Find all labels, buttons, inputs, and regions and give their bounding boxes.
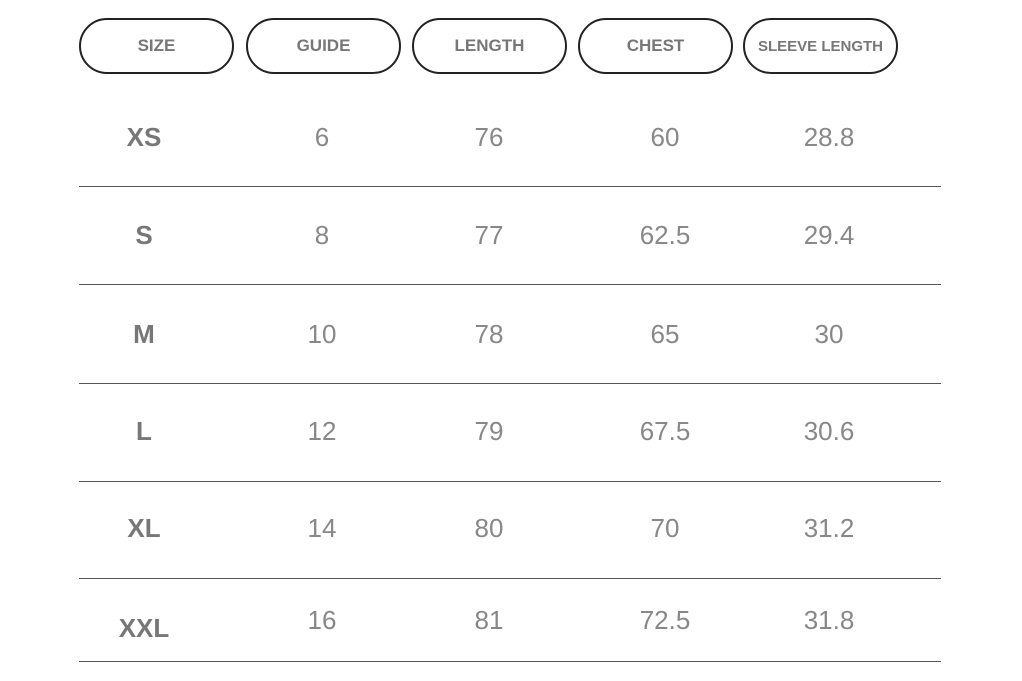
measurement: 30.6	[803, 416, 855, 446]
column-header: LENGTH	[412, 18, 567, 74]
measurement: 60	[650, 122, 680, 152]
measurement: 31.2	[803, 513, 855, 543]
measurement: 77	[474, 220, 504, 250]
size-label: L	[136, 416, 152, 446]
measurement: 30	[814, 319, 844, 349]
measurement: 76	[474, 122, 504, 152]
measurement: 6	[314, 122, 330, 152]
measurement: 10	[307, 319, 337, 349]
row-divider	[79, 284, 941, 285]
size-label: S	[135, 220, 153, 250]
row-divider	[79, 186, 941, 187]
measurement: 16	[307, 605, 337, 635]
row-divider	[79, 661, 941, 662]
measurement: 12	[307, 416, 337, 446]
size-label: XXL	[118, 613, 170, 643]
measurement: 72.5	[639, 605, 691, 635]
row-divider	[79, 383, 941, 384]
column-header: CHEST	[578, 18, 733, 74]
measurement: 80	[474, 513, 504, 543]
row-divider	[79, 578, 941, 579]
measurement: 31.8	[803, 605, 855, 635]
measurement: 62.5	[639, 220, 691, 250]
column-header: GUIDE	[246, 18, 401, 74]
measurement: 14	[307, 513, 337, 543]
size-label: M	[133, 319, 155, 349]
measurement: 8	[314, 220, 330, 250]
measurement: 70	[650, 513, 680, 543]
measurement: 65	[650, 319, 680, 349]
measurement: 81	[474, 605, 504, 635]
column-header: SIZE	[79, 18, 234, 74]
size-label: XS	[126, 122, 162, 152]
size-label: XL	[127, 513, 161, 543]
measurement: 28.8	[803, 122, 855, 152]
measurement: 67.5	[639, 416, 691, 446]
measurement: 29.4	[803, 220, 855, 250]
measurement: 78	[474, 319, 504, 349]
measurement: 79	[474, 416, 504, 446]
row-divider	[79, 481, 941, 482]
column-header: SLEEVE LENGTH	[743, 18, 898, 74]
